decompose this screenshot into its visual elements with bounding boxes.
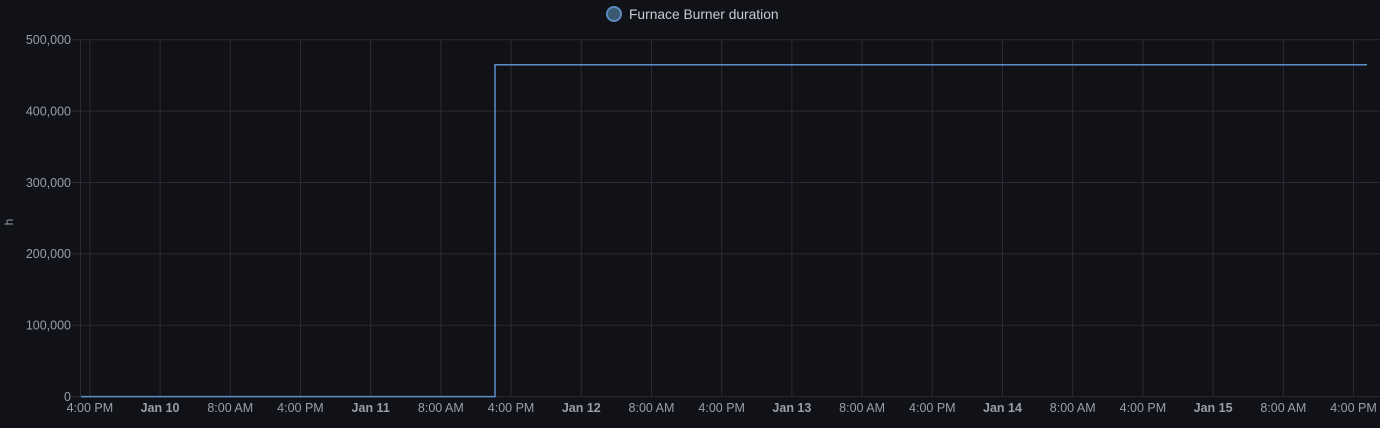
svg-text:h: h — [2, 219, 16, 226]
svg-text:8:00 AM: 8:00 AM — [207, 401, 253, 415]
svg-text:8:00 AM: 8:00 AM — [1260, 401, 1306, 415]
svg-text:4:00 PM: 4:00 PM — [277, 401, 324, 415]
svg-text:Jan 14: Jan 14 — [983, 401, 1022, 415]
svg-text:Jan 13: Jan 13 — [772, 401, 811, 415]
svg-text:4:00 PM: 4:00 PM — [1330, 401, 1377, 415]
svg-text:4:00 PM: 4:00 PM — [1120, 401, 1167, 415]
svg-text:8:00 AM: 8:00 AM — [418, 401, 464, 415]
svg-text:Jan 12: Jan 12 — [562, 401, 601, 415]
svg-text:4:00 PM: 4:00 PM — [698, 401, 745, 415]
svg-text:Jan 10: Jan 10 — [141, 401, 180, 415]
svg-text:4:00 PM: 4:00 PM — [488, 401, 535, 415]
svg-text:Jan 15: Jan 15 — [1194, 401, 1233, 415]
svg-text:8:00 AM: 8:00 AM — [629, 401, 675, 415]
svg-text:8:00 AM: 8:00 AM — [839, 401, 885, 415]
svg-text:100,000: 100,000 — [26, 319, 71, 333]
svg-text:4:00 PM: 4:00 PM — [67, 401, 114, 415]
svg-text:400,000: 400,000 — [26, 104, 71, 118]
svg-text:4:00 PM: 4:00 PM — [909, 401, 956, 415]
svg-text:8:00 AM: 8:00 AM — [1050, 401, 1096, 415]
svg-text:300,000: 300,000 — [26, 176, 71, 190]
svg-text:Jan 11: Jan 11 — [352, 401, 390, 415]
svg-text:200,000: 200,000 — [26, 247, 71, 261]
svg-text:500,000: 500,000 — [26, 33, 71, 47]
